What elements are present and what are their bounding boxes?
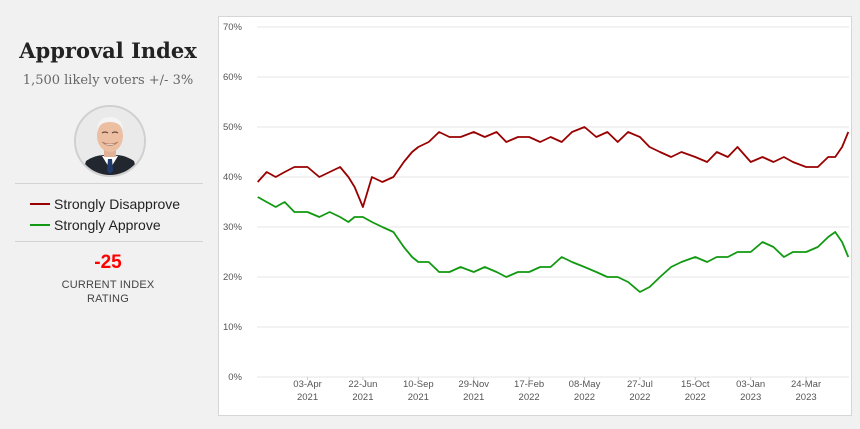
y-tick-label: 20% (223, 272, 243, 283)
panel-title: Approval Index (19, 38, 197, 63)
current-index-value: -25 (94, 252, 122, 273)
panel-subtitle: 1,500 likely voters +/- 3% (22, 73, 194, 88)
y-tick-label: 40% (223, 172, 243, 183)
portrait-image (76, 107, 144, 175)
x-tick-label: 17-Feb 2022 (514, 379, 544, 403)
legend-item-approve: Strongly Approve (30, 217, 161, 233)
y-axis-ticks: 0% 10% 20% 30% 40% 50% 60% 70% (223, 22, 243, 383)
divider-top (15, 183, 203, 184)
legend-swatch-disapprove (30, 203, 50, 205)
chart-panel: 0% 10% 20% 30% 40% 50% 60% 70% 03-Apr 2021 22-Jun… (218, 16, 852, 416)
legend-label-approve: Strongly Approve (54, 217, 161, 233)
series-layer (257, 126, 850, 293)
approval-line-chart: 0% 10% 20% 30% 40% 50% 60% 70% 03-Apr 2021 22-Jun… (223, 22, 850, 403)
y-tick-label: 70% (223, 22, 243, 33)
x-tick-label: 10-Sep 2021 (403, 379, 434, 403)
series-line-strongly-disapprove (257, 126, 850, 208)
series-line-strongly-approve (257, 196, 850, 293)
legend-item-disapprove: Strongly Disapprove (30, 196, 180, 212)
x-tick-label: 15-Oct 2022 (681, 379, 710, 403)
current-index-label: CURRENT INDEX RATING (61, 279, 155, 305)
y-tick-label: 30% (223, 222, 243, 233)
y-tick-label: 50% (223, 122, 243, 133)
y-tick-label: 10% (223, 322, 243, 333)
legend-label-disapprove: Strongly Disapprove (54, 196, 181, 212)
x-tick-label: 03-Jan 2023 (736, 379, 765, 403)
x-tick-label: 03-Apr 2021 (293, 379, 322, 403)
x-tick-label: 08-May 2022 (569, 379, 601, 403)
summary-panel: Approval Index 1,500 likely voters +/- 3… (0, 0, 218, 429)
y-tick-label: 60% (223, 72, 243, 83)
x-tick-label: 24-Mar 2023 (791, 379, 821, 403)
president-portrait-icon (74, 105, 146, 177)
y-tick-label: 0% (228, 372, 242, 383)
grid-layer (257, 26, 849, 378)
x-tick-label: 22-Jun 2021 (348, 379, 377, 403)
x-tick-label: 29-Nov 2021 (458, 379, 489, 403)
x-tick-label: 27-Jul 2022 (627, 379, 653, 403)
divider-bottom (15, 241, 203, 242)
x-axis-ticks: 03-Apr 2021 22-Jun 2021 10-Sep 2021 29-Nov 2021… (293, 377, 821, 403)
legend-swatch-approve (30, 224, 50, 226)
